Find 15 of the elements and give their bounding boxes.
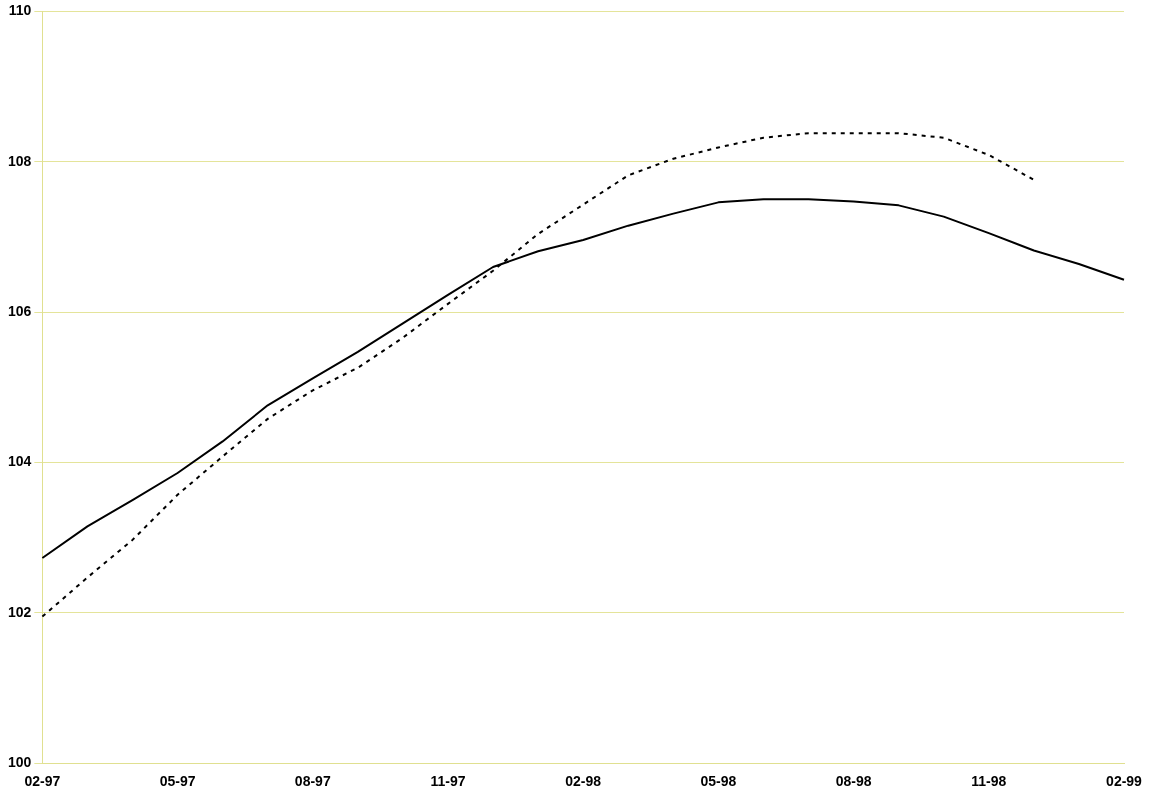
x-tick-label: 11-97 <box>430 773 466 790</box>
x-tick-label: 11-98 <box>971 773 1007 790</box>
y-tick-label: 100 <box>8 754 32 771</box>
x-tick-label: 05-97 <box>159 773 196 790</box>
y-tick-label: 104 <box>8 453 32 470</box>
y-tick-label: 110 <box>8 2 32 19</box>
y-tick-label: 102 <box>8 603 32 620</box>
y-tick-label: 108 <box>8 152 32 169</box>
x-tick-label: 02-97 <box>24 773 61 790</box>
x-tick-label: 08-97 <box>294 773 331 790</box>
x-tick-label: 02-98 <box>565 773 602 790</box>
x-tick-label: 02-99 <box>1106 773 1143 790</box>
y-tick-label: 106 <box>8 302 32 319</box>
x-tick-label: 05-98 <box>700 773 737 790</box>
x-tick-label: 08-98 <box>835 773 872 790</box>
